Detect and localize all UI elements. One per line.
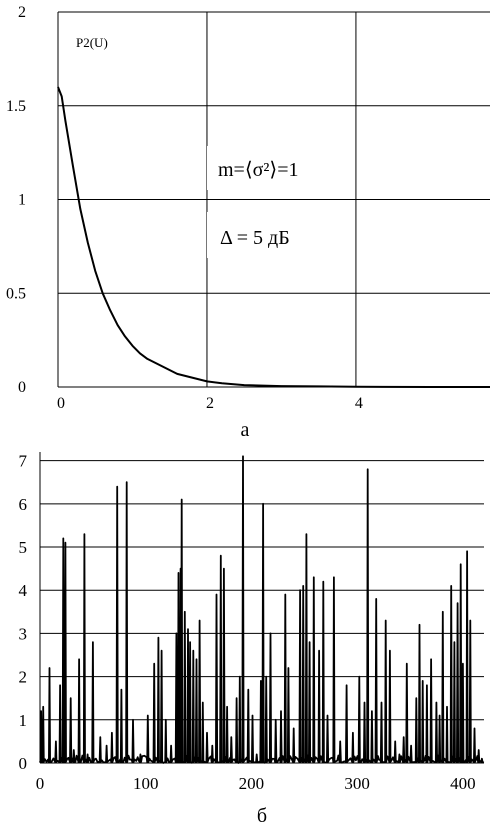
- chart-b-ytick-label-7: 7: [19, 452, 28, 471]
- chart-b-ytick-label-3: 3: [19, 624, 28, 643]
- chart-a-panel-label: а: [241, 419, 250, 441]
- chart-a-series-label: P2(U): [76, 35, 108, 50]
- chart-b-xtick-label-0: 0: [36, 774, 45, 793]
- chart-b-series: [39, 455, 485, 764]
- chart-b-series-line: [39, 455, 485, 764]
- chart-b-xtick-label-4: 400: [450, 774, 476, 793]
- chart-b-xtick-label-2: 200: [239, 774, 265, 793]
- chart-a-ticks: 0 0.5 1 1.5 2 0 2 4: [6, 4, 363, 412]
- chart-a-ytick-label-2: 1: [18, 192, 26, 209]
- chart-a-annotation-1: m=⟨σ²⟩=1: [218, 159, 299, 181]
- chart-a-xtick-label-2: 4: [355, 395, 363, 412]
- chart-b-ytick-label-0: 0: [19, 754, 28, 773]
- annotation-mask-2: [207, 212, 343, 258]
- chart-b-ytick-label-1: 1: [19, 711, 28, 730]
- chart-a-ytick-label-1: 0.5: [6, 285, 26, 302]
- chart-b-ytick-label-6: 6: [19, 495, 28, 514]
- chart-a-ytick-label-0: 0: [18, 379, 26, 396]
- chart-b-panel-label: б: [257, 805, 267, 827]
- chart-b-xtick-label-3: 300: [344, 774, 370, 793]
- chart-a-series-line: [57, 86, 490, 388]
- chart-a-annotation-2: Δ = 5 дБ: [220, 227, 290, 249]
- chart-a-series: [57, 86, 490, 388]
- chart-panel-a: 0 0.5 1 1.5 2 0 2 4 P2(U) m=⟨σ²⟩=1 Δ = 5 дБ а: [6, 4, 490, 441]
- chart-a-grid: [58, 11, 490, 387]
- chart-b-ytick-label-2: 2: [19, 668, 28, 687]
- chart-a-ytick-label-3: 1.5: [6, 98, 26, 115]
- annotation-mask-1: [207, 146, 343, 190]
- chart-a-xtick-label-0: 0: [57, 395, 65, 412]
- chart-b-ytick-label-5: 5: [19, 538, 28, 557]
- chart-a-xtick-label-1: 2: [206, 395, 214, 412]
- chart-b-ytick-label-4: 4: [19, 581, 28, 600]
- chart-a-ytick-label-4: 2: [18, 4, 26, 21]
- chart-b-ticks: 0 1 2 3 4 5 6 7 0 100 200 300 400: [19, 452, 476, 793]
- chart-b-xtick-label-1: 100: [133, 774, 159, 793]
- chart-panel-b: 0 1 2 3 4 5 6 7 0 100 200 300 400 б: [19, 452, 485, 827]
- chart-b-axes: [39, 452, 484, 764]
